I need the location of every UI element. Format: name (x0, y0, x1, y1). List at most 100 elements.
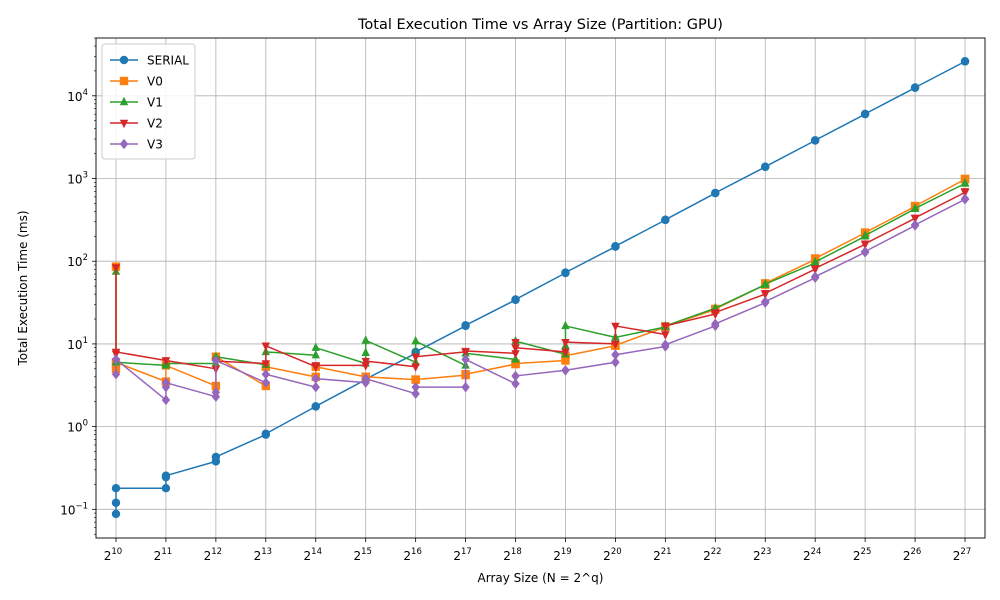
data-point (361, 347, 370, 357)
legend: SERIAL V0 V1 V2 V3 (101, 43, 196, 160)
data-point (960, 193, 970, 204)
data-point (910, 203, 920, 212)
data-point (511, 359, 520, 368)
data-point (361, 373, 370, 384)
data-point (810, 136, 820, 145)
data-point (111, 498, 121, 507)
data-point (161, 377, 171, 388)
legend-label: V0 (147, 75, 163, 89)
data-point (561, 365, 570, 376)
data-point (461, 321, 470, 330)
data-point (111, 264, 121, 273)
data-point (311, 373, 320, 384)
series-layer (111, 57, 970, 519)
data-point (411, 388, 420, 399)
data-point (711, 188, 720, 198)
chart-title: Total Execution Time vs Array Size (Part… (357, 17, 723, 33)
legend-item-v1: V1 (110, 96, 163, 110)
data-point (661, 331, 670, 340)
data-point (860, 230, 870, 239)
data-point (761, 296, 770, 307)
data-point (511, 370, 520, 382)
data-point (910, 83, 920, 92)
legend-item-v0: V0 (110, 75, 163, 89)
data-point (411, 335, 420, 345)
legend-label: V3 (147, 138, 163, 152)
x-axis-title: Array Size (N = 2^q) (478, 571, 604, 585)
y-tick-label: 101 (67, 336, 88, 352)
plot-frame (95, 37, 986, 539)
data-point (111, 354, 121, 365)
data-point (511, 344, 520, 353)
data-point (111, 369, 121, 380)
data-point (261, 369, 271, 380)
data-point (810, 265, 820, 274)
data-point (211, 452, 221, 462)
y-tick-label: 100 (67, 419, 88, 435)
grid-layer (96, 38, 985, 538)
data-point (960, 177, 970, 187)
data-point (860, 246, 870, 257)
legend-item-v3: V3 (110, 138, 163, 152)
data-point (411, 363, 420, 372)
data-point (461, 381, 470, 393)
legend-marker (119, 96, 129, 106)
data-point (761, 290, 770, 299)
data-point (211, 355, 221, 366)
y-tick-label: 102 (67, 253, 88, 269)
data-point (611, 241, 620, 251)
data-point (311, 402, 320, 411)
data-point (761, 162, 770, 171)
data-point (810, 271, 820, 282)
data-point (361, 362, 370, 371)
data-point (411, 375, 420, 384)
legend-box (101, 43, 196, 160)
legend-item-v2: V2 (110, 117, 163, 131)
series-v1 (111, 177, 970, 369)
data-point (411, 381, 420, 393)
data-point (511, 295, 520, 304)
series-v3 (111, 193, 970, 406)
data-point (261, 377, 271, 388)
legend-marker (119, 119, 129, 129)
legend-marker (119, 138, 129, 150)
data-point (611, 357, 620, 368)
data-point (561, 268, 570, 277)
data-point (111, 484, 121, 493)
data-point (860, 109, 870, 119)
data-point (661, 322, 670, 332)
y-axis-title: Total Execution Time (ms) (16, 210, 30, 366)
data-point (261, 360, 271, 369)
data-point (461, 354, 470, 365)
data-point (910, 214, 920, 223)
data-point (561, 338, 570, 348)
data-point (611, 340, 620, 350)
data-point (161, 357, 171, 366)
legend-label: V2 (147, 117, 163, 131)
data-point (860, 240, 870, 249)
data-point (561, 356, 570, 365)
y-tick-label: 104 (67, 88, 88, 104)
data-point (711, 318, 720, 330)
legend-marker (119, 76, 129, 86)
data-point (461, 347, 470, 357)
data-point (661, 215, 670, 224)
data-point (361, 335, 370, 344)
series-v2 (111, 188, 970, 375)
legend-marker (119, 55, 129, 65)
data-point (111, 348, 121, 358)
data-point (161, 394, 171, 406)
data-point (311, 381, 320, 393)
data-point (960, 188, 970, 197)
data-point (311, 342, 320, 351)
data-point (161, 471, 171, 480)
data-point (561, 348, 570, 358)
data-point (561, 320, 570, 330)
data-point (261, 429, 271, 438)
data-point (611, 322, 620, 332)
data-point (511, 350, 520, 359)
y-tick-label: 103 (67, 171, 88, 187)
data-point (411, 353, 420, 362)
data-point (960, 57, 970, 66)
